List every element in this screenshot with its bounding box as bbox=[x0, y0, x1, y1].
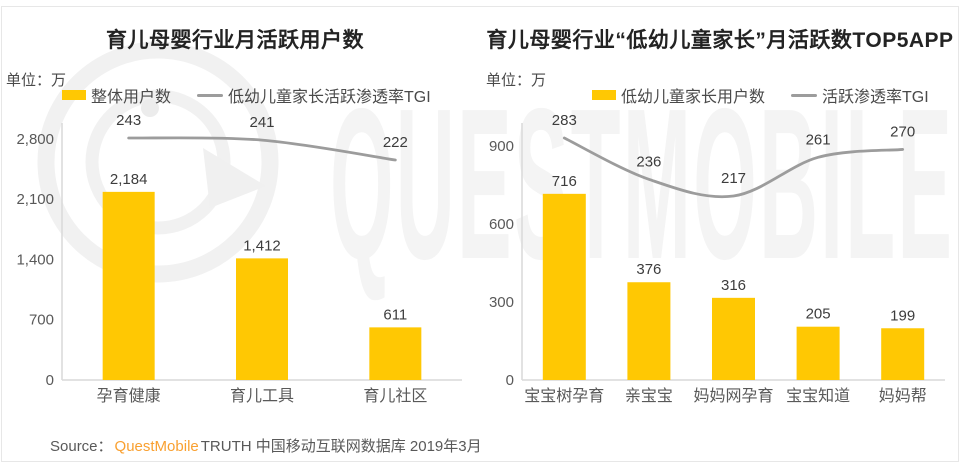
y-tick-label: 600 bbox=[489, 216, 514, 233]
tgi-value-label: 222 bbox=[383, 134, 408, 151]
bar bbox=[712, 297, 755, 380]
bar-value-label: 1,412 bbox=[243, 237, 281, 254]
bar bbox=[236, 258, 288, 380]
category-label: 妈妈帮 bbox=[879, 387, 927, 405]
bar bbox=[542, 193, 586, 380]
legend-item: 低幼儿童家长用户数 bbox=[592, 83, 765, 107]
source-brand: QuestMobile bbox=[114, 438, 199, 455]
bar-value-label: 199 bbox=[890, 307, 915, 324]
tgi-value-label: 270 bbox=[890, 123, 915, 140]
tgi-value-label: 243 bbox=[116, 112, 141, 129]
legend-item: 活跃渗透率TGI bbox=[791, 83, 929, 107]
category-label: 宝宝树孕育 bbox=[524, 387, 604, 405]
legend-item: 低幼儿童家长活跃渗透率TGI bbox=[197, 83, 431, 107]
y-tick-label: 900 bbox=[489, 138, 514, 155]
legend-bar-swatch bbox=[62, 90, 86, 100]
category-label: 育儿工具 bbox=[230, 387, 294, 405]
bar bbox=[796, 326, 840, 380]
legend-bar-swatch bbox=[592, 90, 616, 100]
category-label: 育儿社区 bbox=[363, 387, 427, 405]
chart-right-unit-label: 单位：万 bbox=[486, 72, 547, 89]
tgi-value-label: 236 bbox=[636, 153, 661, 170]
tgi-value-label: 261 bbox=[806, 131, 831, 148]
y-tick-label: 1,400 bbox=[16, 251, 54, 268]
chart-left-legend: 整体用户数 低幼儿童家长活跃渗透率TGI bbox=[62, 83, 431, 107]
chart-left-plot: 0 700 1,400 2,100 2,800 2,184 孕育健康 1,412 育儿工具 611… bbox=[16, 112, 462, 405]
tgi-line bbox=[127, 136, 397, 162]
y-tick-label: 2,800 bbox=[16, 131, 54, 148]
chart-right-legend: 低幼儿童家长用户数 活跃渗透率TGI bbox=[592, 83, 929, 107]
tgi-value-label: 217 bbox=[721, 170, 746, 187]
chart-right-title: 育儿母婴行业“低幼儿童家长”月活跃数TOP5APP bbox=[486, 29, 954, 52]
legend-item: 整体用户数 bbox=[62, 83, 171, 107]
bar-value-label: 2,184 bbox=[110, 171, 148, 188]
bar bbox=[627, 282, 671, 380]
legend-line-swatch bbox=[791, 93, 818, 97]
bar-value-label: 716 bbox=[552, 173, 577, 190]
y-tick-label: 300 bbox=[489, 294, 514, 311]
bar bbox=[369, 327, 422, 380]
bar-value-label: 611 bbox=[383, 306, 407, 323]
chart-right-plot: 0 300 600 900 716 宝宝树孕育 376 亲宝宝 316 妈妈网孕育 205 宝宝知道 1… bbox=[489, 112, 945, 405]
bar-value-label: 316 bbox=[721, 277, 746, 294]
bar bbox=[102, 191, 155, 380]
legend-line-swatch bbox=[197, 93, 224, 97]
chart-left-section: 育儿母婴行业月活跃用户数 单位：万 整体用户数 低幼儿童家长活跃渗透率TGI 0 7… bbox=[0, 0, 470, 470]
tgi-value-label: 241 bbox=[249, 114, 274, 131]
category-label: 妈妈网孕育 bbox=[693, 387, 773, 405]
legend-label: 低幼儿童家长活跃渗透率TGI bbox=[228, 89, 431, 106]
bar-value-label: 376 bbox=[636, 261, 661, 278]
y-tick-label: 0 bbox=[46, 372, 54, 389]
source-line: Source： QuestMobile TRUTH 中国移动互联网数据库 2019年… bbox=[50, 435, 482, 456]
legend-label: 活跃渗透率TGI bbox=[822, 89, 929, 106]
y-tick-label: 0 bbox=[506, 372, 514, 389]
legend-label: 低幼儿童家长用户数 bbox=[621, 89, 766, 106]
chart-left-title: 育儿母婴行业月活跃用户数 bbox=[106, 29, 364, 52]
y-tick-label: 700 bbox=[29, 312, 54, 329]
source-prefix: Source： bbox=[50, 438, 113, 455]
bar bbox=[881, 328, 925, 380]
tgi-line bbox=[562, 136, 905, 199]
source-suffix: TRUTH 中国移动互联网数据库 2019年3月 bbox=[200, 438, 482, 455]
tgi-value-label: 283 bbox=[552, 112, 577, 129]
category-label: 孕育健康 bbox=[97, 387, 161, 405]
bar-value-label: 205 bbox=[806, 306, 831, 323]
category-label: 亲宝宝 bbox=[625, 387, 673, 405]
chart-right-section: 育儿母婴行业“低幼儿童家长”月活跃数TOP5APP 单位：万 低幼儿童家长用户数… bbox=[480, 0, 960, 470]
chart-left-unit-label: 单位：万 bbox=[6, 72, 67, 89]
y-tick-label: 2,100 bbox=[16, 191, 54, 208]
legend-label: 整体用户数 bbox=[91, 89, 172, 106]
category-label: 宝宝知道 bbox=[786, 387, 850, 405]
